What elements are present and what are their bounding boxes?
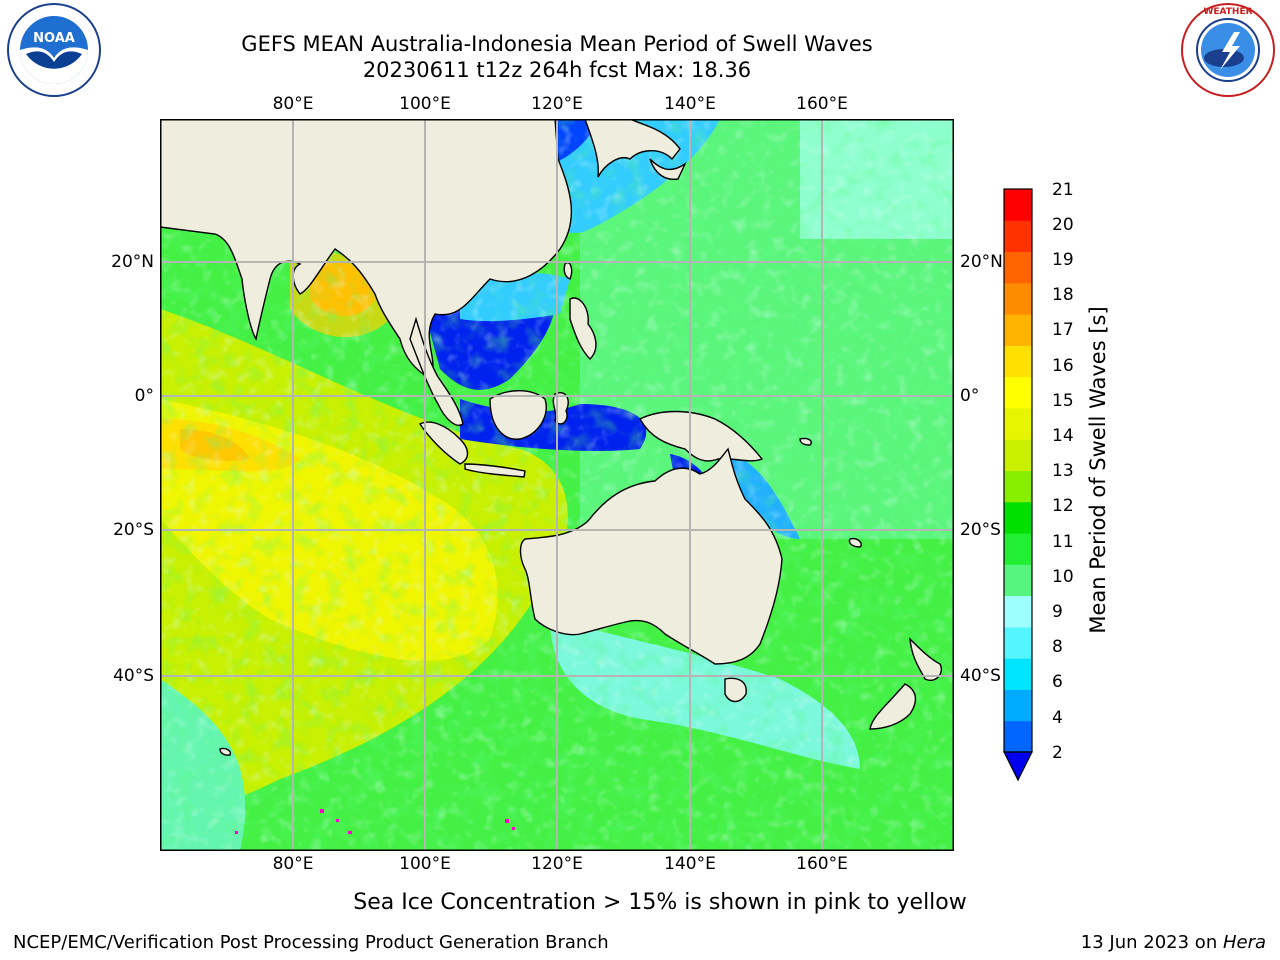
svg-text:NOAA: NOAA bbox=[33, 31, 75, 46]
lon-tick-top: 140°E bbox=[664, 94, 716, 114]
lat-tick-right: 40°S bbox=[960, 666, 1001, 686]
credit-text: NCEP/EMC/Verification Post Processing Pr… bbox=[13, 932, 609, 953]
lat-tick-right: 20°S bbox=[960, 520, 1001, 540]
colorbar-block bbox=[1004, 595, 1032, 628]
noaa-logo: NOAA bbox=[7, 3, 101, 97]
australia-landmass bbox=[519, 447, 783, 665]
graticule bbox=[160, 119, 954, 851]
colorbar-tick: 18 bbox=[1052, 285, 1074, 305]
colorbar-block bbox=[1004, 407, 1032, 440]
date-text: 13 Jun 2023 on bbox=[1080, 932, 1223, 953]
lat-tick-right: 20°N bbox=[960, 252, 1003, 272]
colorbar-block bbox=[1004, 251, 1032, 284]
lon-tick-bottom: 160°E bbox=[796, 854, 848, 874]
colorbar-block bbox=[1004, 345, 1032, 378]
lat-tick-left: 0° bbox=[134, 386, 154, 406]
colorbar-tick: 8 bbox=[1052, 637, 1063, 657]
colorbar-block bbox=[1004, 564, 1032, 597]
colorbar-block bbox=[1004, 220, 1032, 253]
colorbar-tick: 6 bbox=[1052, 672, 1063, 692]
colorbar-tick: 10 bbox=[1052, 567, 1074, 587]
sea-ice-note: Sea Ice Concentration > 15% is shown in … bbox=[353, 890, 967, 915]
map-frame bbox=[160, 119, 954, 851]
colorbar-block bbox=[1004, 470, 1032, 503]
lon-tick-bottom: 100°E bbox=[399, 854, 451, 874]
date-stamp: 13 Jun 2023 on Hera bbox=[1081, 932, 1266, 953]
colorbar-tick: 12 bbox=[1052, 496, 1074, 516]
colorbar-tick: 15 bbox=[1052, 391, 1074, 411]
svg-text:WEATHER: WEATHER bbox=[1203, 7, 1252, 17]
colorbar-tick: 2 bbox=[1052, 743, 1063, 763]
map-panel bbox=[160, 119, 954, 851]
colorbar-block bbox=[1004, 689, 1032, 722]
colorbar-block bbox=[1004, 314, 1032, 346]
chart-title: GEFS MEAN Australia-Indonesia Mean Perio… bbox=[241, 32, 873, 56]
colorbar-tick: 9 bbox=[1052, 602, 1063, 622]
colorbar-block bbox=[1004, 533, 1032, 565]
lat-tick-left: 20°N bbox=[111, 252, 154, 272]
colorbar-label: Mean Period of Swell Waves [s] bbox=[1086, 306, 1110, 634]
chart-subtitle: 20230611 t12z 264h fcst Max: 18.36 bbox=[362, 58, 752, 82]
colorbar-frame bbox=[1003, 188, 1033, 753]
colorbar-block bbox=[1004, 376, 1032, 409]
colorbar-extend-arrow bbox=[1003, 751, 1033, 782]
colorbar-tick: 17 bbox=[1052, 320, 1074, 340]
colorbar bbox=[1003, 188, 1033, 782]
colorbar-tick: 19 bbox=[1052, 250, 1074, 270]
colorbar-block bbox=[1004, 658, 1032, 690]
colorbar-block bbox=[1004, 720, 1032, 753]
colorbar-block bbox=[1004, 282, 1032, 315]
colorbar-tick: 20 bbox=[1052, 215, 1074, 235]
lat-tick-left: 20°S bbox=[113, 520, 154, 540]
colorbar-block bbox=[1004, 439, 1032, 471]
colorbar-block bbox=[1004, 501, 1032, 534]
nws-logo: WEATHER bbox=[1181, 3, 1275, 97]
lat-tick-left: 40°S bbox=[113, 666, 154, 686]
landmasses bbox=[160, 119, 942, 756]
colorbar-tick: 4 bbox=[1052, 708, 1063, 728]
sea-ice-specks bbox=[235, 809, 515, 834]
asia-landmass bbox=[160, 119, 573, 381]
lat-tick-right: 0° bbox=[960, 386, 980, 406]
colorbar-block bbox=[1004, 626, 1032, 659]
lon-tick-bottom: 120°E bbox=[531, 854, 583, 874]
host-name: Hera bbox=[1222, 932, 1266, 953]
lon-tick-top: 80°E bbox=[272, 94, 314, 114]
colorbar-tick: 14 bbox=[1052, 426, 1074, 446]
colorbar-tick: 16 bbox=[1052, 356, 1074, 376]
colorbar-tick: 21 bbox=[1052, 180, 1074, 200]
lon-tick-top: 100°E bbox=[399, 94, 451, 114]
lon-tick-top: 160°E bbox=[796, 94, 848, 114]
lon-tick-top: 120°E bbox=[531, 94, 583, 114]
lon-tick-bottom: 140°E bbox=[664, 854, 716, 874]
lon-tick-bottom: 80°E bbox=[272, 854, 314, 874]
colorbar-tick: 13 bbox=[1052, 461, 1074, 481]
colorbar-block bbox=[1004, 189, 1032, 221]
colorbar-tick: 11 bbox=[1052, 532, 1074, 552]
